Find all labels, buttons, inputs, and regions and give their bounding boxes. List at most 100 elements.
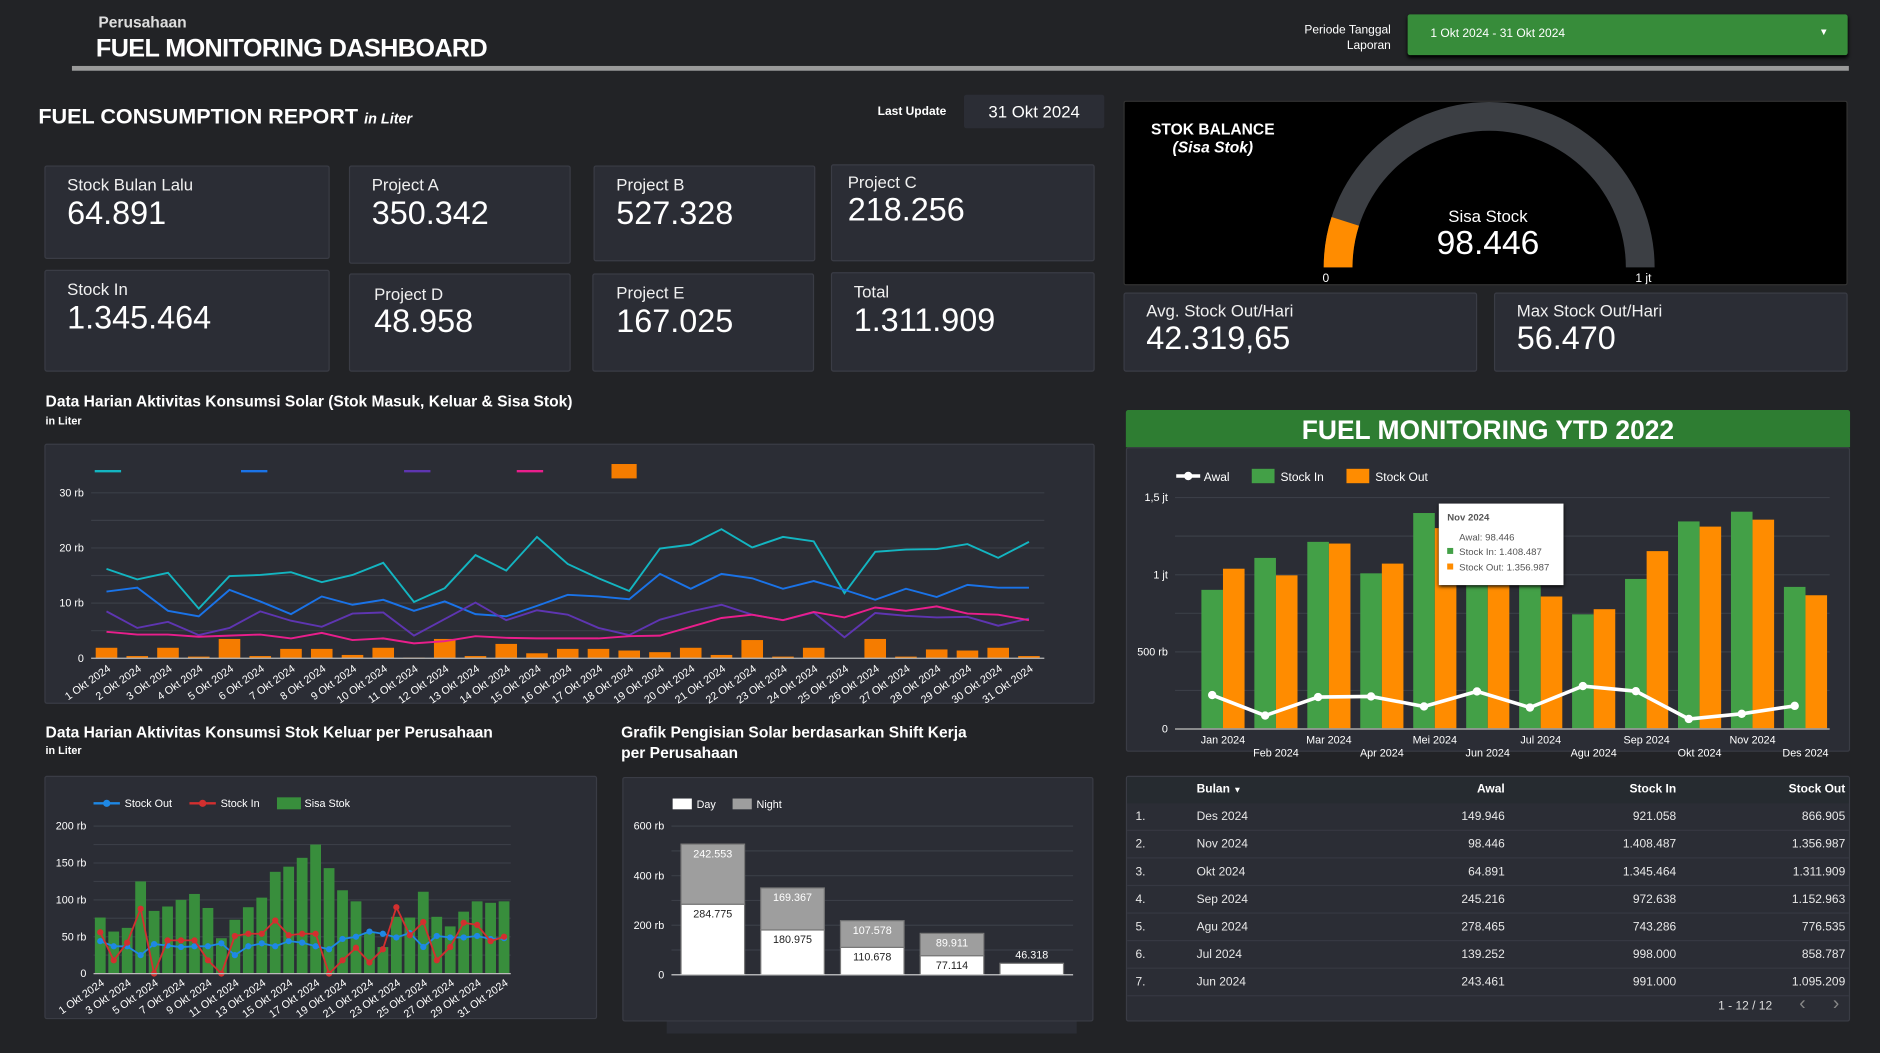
data-point xyxy=(1578,681,1588,691)
column-header-awal[interactable]: Awal xyxy=(1476,782,1505,797)
data-label-day: 284.775 xyxy=(693,908,732,920)
bar-day xyxy=(760,929,825,976)
data-point xyxy=(433,957,440,964)
data-point xyxy=(272,917,279,924)
tooltip-row-awal: Awal: 98.446 xyxy=(1459,532,1515,544)
data-point xyxy=(474,932,481,940)
data-point xyxy=(487,938,494,945)
stat-label: Max Stock Out/Hari xyxy=(1516,300,1663,321)
shift-chart-title: Grafik Pengisian Solar berdasarkan Shift… xyxy=(621,722,967,763)
stat-value: 42.319,65 xyxy=(1146,320,1291,357)
table-row[interactable]: 7. Jun 2024 243.461 991.000 1.095.209 xyxy=(1127,969,1849,997)
legend-label: Day xyxy=(697,799,717,811)
last-update-value: 31 Okt 2024 xyxy=(963,94,1105,129)
table-row[interactable]: 6. Jul 2024 139.252 998.000 858.787 xyxy=(1127,941,1849,969)
gauge-fill xyxy=(1323,217,1359,268)
data-point xyxy=(164,937,171,944)
x-tick-label: Apr 2024 xyxy=(1360,748,1404,760)
data-point xyxy=(110,957,117,964)
data-point xyxy=(258,940,265,947)
bar-stock-out xyxy=(1699,526,1722,729)
data-point xyxy=(339,935,346,943)
data-point xyxy=(272,943,279,950)
row-stock-out: 1.311.909 xyxy=(1792,865,1846,879)
data-point xyxy=(245,943,252,950)
bar-stock-in xyxy=(1730,511,1753,729)
daily-activity-chart-title: Data Harian Aktivitas Konsumsi Solar (St… xyxy=(45,392,573,411)
data-point xyxy=(1207,690,1217,700)
bar-stock-in xyxy=(1307,541,1329,729)
x-tick-label: Jun 2024 xyxy=(1466,748,1510,760)
data-point xyxy=(231,952,238,959)
row-stock-in: 998.000 xyxy=(1632,948,1677,962)
ytd-chart-panel: 0 500 rb 1 jt 1,5 jt Jan 2024 Feb 2024 Mar 202… xyxy=(1125,447,1851,760)
table-row[interactable]: 5. Agu 2024 278.465 743.286 776.535 xyxy=(1127,914,1849,942)
x-tick-label: Feb 2024 xyxy=(1253,748,1299,760)
data-point xyxy=(447,934,454,941)
bar xyxy=(95,647,118,659)
data-point xyxy=(177,937,185,944)
bar-stock-out xyxy=(1275,575,1298,729)
report-title: FUEL CONSUMPTION REPORT in Liter xyxy=(38,104,412,129)
row-stock-out: 1.095.209 xyxy=(1791,975,1846,990)
data-point xyxy=(285,938,292,945)
column-header-stock-out[interactable]: Stock Out xyxy=(1788,782,1846,797)
column-header-bulan[interactable]: Bulan ▼ xyxy=(1197,783,1242,796)
data-point xyxy=(97,929,104,936)
prev-page-button[interactable]: ‹ xyxy=(1799,993,1806,1015)
table-row[interactable]: 1. Des 2024 149.946 921.058 866.905 xyxy=(1127,803,1849,831)
y-tick-label: 30 rb xyxy=(59,487,84,499)
y-tick-label: 100 rb xyxy=(56,894,87,906)
tooltip-swatch-stock-out xyxy=(1447,563,1454,570)
row-index: 4. xyxy=(1135,893,1146,907)
bar-night xyxy=(839,920,905,948)
bar-stock-out xyxy=(1805,595,1828,729)
x-tick-label: Jan 2024 xyxy=(1201,734,1245,746)
legend-label: Stock Out xyxy=(1375,470,1428,484)
gauge-min-label: 0 xyxy=(1322,272,1330,286)
bar xyxy=(157,647,179,659)
ytd-chart: 0 500 rb 1 jt 1,5 jt Jan 2024 Feb 2024 Mar 202… xyxy=(1137,468,1830,760)
bar xyxy=(587,648,610,659)
table-row[interactable]: 2. Nov 2024 98.446 1.408.487 1.356.987 xyxy=(1127,831,1849,859)
row-stock-in: 743.286 xyxy=(1632,920,1677,935)
gauge-title: STOK BALANCE (Sisa Stok) xyxy=(1151,120,1275,156)
kpi-value: 218.256 xyxy=(847,191,965,228)
row-index: 3. xyxy=(1135,865,1146,879)
data-point xyxy=(500,933,508,940)
bar xyxy=(925,649,948,659)
row-stock-in: 1.345.464 xyxy=(1622,865,1677,879)
bar-day xyxy=(680,903,746,976)
column-header-bulan-label: Bulan xyxy=(1196,782,1230,797)
bar xyxy=(772,656,794,659)
bar xyxy=(108,931,120,974)
page-title: FUEL MONITORING DASHBOARD xyxy=(95,34,488,63)
data-point xyxy=(420,943,427,951)
period-dropdown[interactable]: 1 Okt 2024 - 31 Okt 2024 ▼ xyxy=(1407,14,1848,56)
legend-marker xyxy=(1184,471,1193,481)
data-point xyxy=(285,932,292,939)
bar-stock-in xyxy=(1466,576,1488,729)
bar xyxy=(135,881,147,974)
next-page-button[interactable]: › xyxy=(1832,993,1840,1015)
bar xyxy=(404,917,416,974)
row-index: 7. xyxy=(1135,975,1146,990)
column-header-stock-in[interactable]: Stock In xyxy=(1629,782,1677,797)
data-point xyxy=(191,937,198,944)
table-row[interactable]: 3. Okt 2024 64.891 1.345.464 1.311.909 xyxy=(1127,858,1849,887)
bar-stock-out xyxy=(1752,519,1775,729)
data-label-day: 46.318 xyxy=(1015,950,1048,962)
kpi-label: Project E xyxy=(616,282,685,303)
shift-chart-title-line2: per Perusahaan xyxy=(621,743,739,762)
bar xyxy=(296,857,308,974)
row-awal: 64.891 xyxy=(1468,865,1505,879)
daily-activity-chart-subtitle: in Liter xyxy=(45,414,82,427)
data-point xyxy=(299,939,306,946)
tooltip-swatch-stock-in xyxy=(1447,547,1454,554)
data-point xyxy=(393,904,400,911)
data-point xyxy=(339,957,346,964)
period-label-line2: Laporan xyxy=(1346,39,1391,53)
table-row[interactable]: 4. Sep 2024 245.216 972.638 1.152.963 xyxy=(1127,886,1849,914)
bar xyxy=(372,647,395,659)
